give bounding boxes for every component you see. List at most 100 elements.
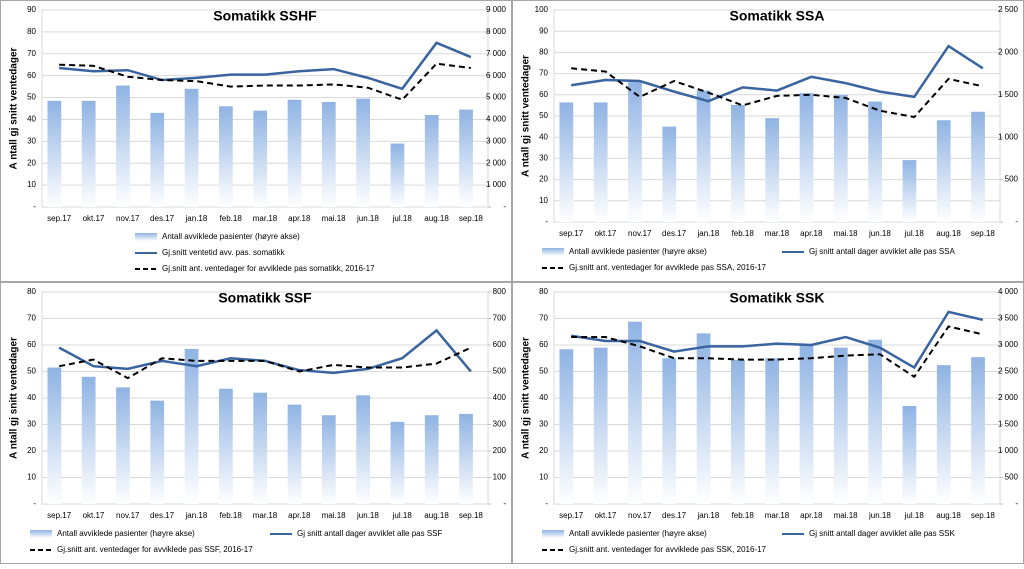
y2-tick-label: 4 000 <box>486 115 507 124</box>
x-tick-label: mar.18 <box>765 229 790 238</box>
y-tick-label: 80 <box>27 27 36 36</box>
bar <box>81 376 96 504</box>
x-tick-label: des.17 <box>150 511 175 520</box>
bar <box>459 413 473 504</box>
bar <box>219 388 233 504</box>
legend-label: Gj.snitt ant. ventedager for avviklede p… <box>162 264 375 273</box>
y-tick-label: 70 <box>539 69 548 78</box>
bar <box>459 109 473 207</box>
bar <box>356 395 370 504</box>
x-tick-label: aug.18 <box>424 214 449 223</box>
y2-tick-label: 100 <box>493 473 507 482</box>
bar <box>628 321 642 504</box>
chart-title: Somatikk SSA <box>730 8 825 24</box>
x-tick-label: mai.18 <box>834 511 859 520</box>
bar <box>253 392 268 504</box>
y-axis-label: A ntall gj snitt ventedager <box>521 337 532 459</box>
y-tick-label: 70 <box>27 314 36 323</box>
bar <box>47 367 62 504</box>
y2-tick-label: 5 000 <box>486 93 507 102</box>
line-series <box>59 41 472 91</box>
bar <box>390 421 405 504</box>
bar <box>219 106 233 207</box>
bar <box>150 400 165 504</box>
y-tick-label: 20 <box>27 158 36 167</box>
bar <box>356 98 370 207</box>
y-tick-label: 50 <box>539 111 548 120</box>
bar <box>184 88 199 207</box>
bar <box>765 358 780 504</box>
y-tick-label: 30 <box>27 420 36 429</box>
bar <box>321 101 336 207</box>
y2-tick-label: 400 <box>493 393 507 402</box>
y2-tick-label: 8 000 <box>486 27 507 36</box>
y-tick-label: 90 <box>539 26 548 35</box>
x-tick-label: nov.17 <box>628 511 652 520</box>
y2-tick-label: 200 <box>493 446 507 455</box>
chart-panel: - 10 20 30 40 50 60 70 80 90 100 - 500 1 000 1 500 2 00… <box>512 0 1024 282</box>
bar <box>971 111 985 222</box>
x-tick-label: sep.18 <box>459 511 484 520</box>
line-series <box>571 325 984 379</box>
legend-swatch <box>135 233 157 241</box>
x-tick-label: okt.17 <box>83 214 105 223</box>
y2-tick-label: 700 <box>493 314 507 323</box>
y2-tick-label: 1 000 <box>998 446 1019 455</box>
x-tick-label: sep.17 <box>47 511 72 520</box>
x-tick-label: jan.18 <box>696 511 719 520</box>
x-tick-label: mai.18 <box>322 511 347 520</box>
y2-tick-label: 500 <box>1005 473 1019 482</box>
bar <box>116 387 130 504</box>
x-tick-label: jul.18 <box>392 214 413 223</box>
bar <box>593 347 608 504</box>
y-tick-label: 70 <box>27 49 36 58</box>
chart-title: Somatikk SSHF <box>213 8 317 24</box>
x-tick-label: apr.18 <box>288 214 311 223</box>
y-tick-label: 40 <box>539 132 548 141</box>
y2-tick-label: 2 000 <box>998 393 1019 402</box>
x-tick-label: des.17 <box>662 229 687 238</box>
x-tick-label: aug.18 <box>424 511 449 520</box>
chart-title: Somatikk SSF <box>218 290 312 306</box>
bar <box>253 110 268 207</box>
x-tick-label: jan.18 <box>696 229 719 238</box>
bar <box>287 99 302 207</box>
bar <box>662 126 677 222</box>
y-tick-label: 60 <box>539 340 548 349</box>
x-tick-label: sep.17 <box>47 214 72 223</box>
chart-title: Somatikk SSK <box>730 290 825 306</box>
y2-tick-label: 9 000 <box>486 5 507 14</box>
line-series <box>570 44 984 103</box>
x-tick-label: mai.18 <box>834 229 859 238</box>
y-tick-label: 10 <box>539 196 548 205</box>
y-tick-label: 40 <box>27 393 36 402</box>
x-tick-label: jan.18 <box>184 214 207 223</box>
x-tick-label: mai.18 <box>322 214 347 223</box>
bar <box>765 118 780 222</box>
x-tick-label: nov.17 <box>628 229 652 238</box>
y2-tick-label: 3 500 <box>998 314 1019 323</box>
y-tick-label: 50 <box>27 367 36 376</box>
y2-tick-label: - <box>1015 217 1018 226</box>
y-tick-label: 10 <box>27 473 36 482</box>
y2-tick-label: 600 <box>493 340 507 349</box>
y-tick-label: 70 <box>539 314 548 323</box>
legend-swatch <box>542 248 564 256</box>
chart-panel: - 10 20 30 40 50 60 70 80 - 500 1 000 1 500 2 000 2 50… <box>512 282 1024 564</box>
y-tick-label: 10 <box>27 180 36 189</box>
y-tick-label: 50 <box>539 367 548 376</box>
y-tick-label: 10 <box>539 473 548 482</box>
bar <box>184 348 199 504</box>
y2-tick-label: - <box>503 202 506 211</box>
bar <box>936 365 951 504</box>
x-tick-label: aug.18 <box>936 229 961 238</box>
legend-swatch <box>542 530 564 538</box>
x-tick-label: okt.17 <box>83 511 105 520</box>
y2-tick-label: 300 <box>493 420 507 429</box>
bar <box>287 404 302 504</box>
y2-tick-label: - <box>1015 499 1018 508</box>
y-tick-label: 20 <box>27 446 36 455</box>
y-tick-label: 60 <box>539 90 548 99</box>
bar <box>902 405 917 504</box>
